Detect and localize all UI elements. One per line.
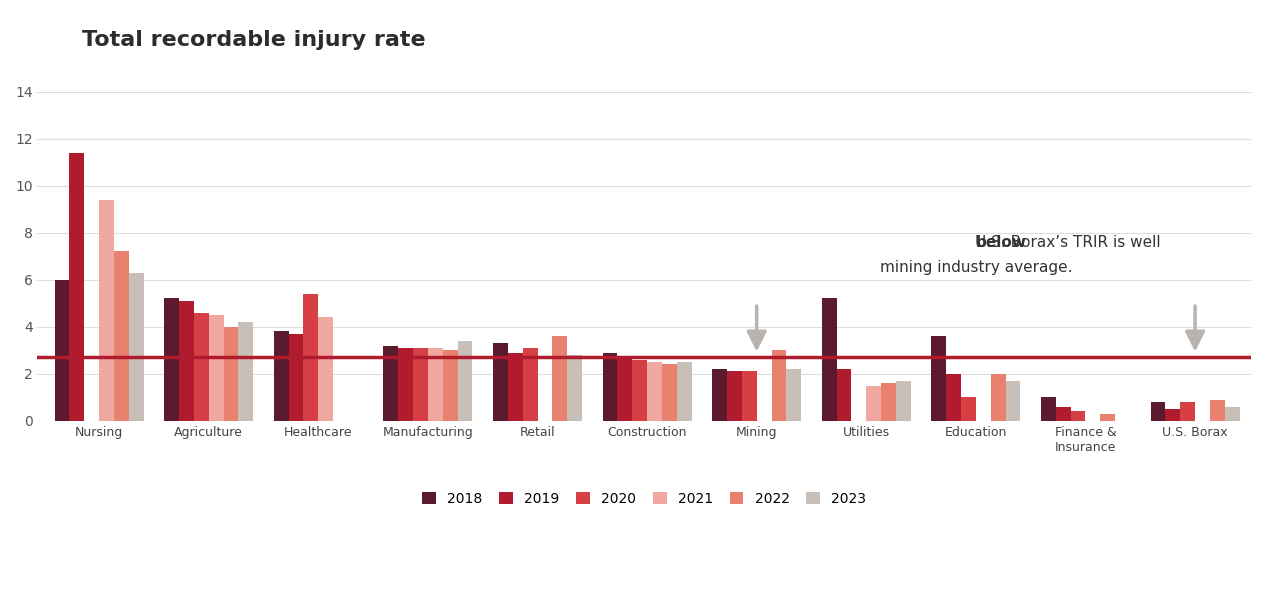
Bar bbox=[114, 252, 129, 421]
Bar bbox=[1210, 400, 1224, 421]
Bar bbox=[443, 350, 457, 421]
Text: mining industry average.: mining industry average. bbox=[880, 260, 1072, 275]
Bar bbox=[1166, 409, 1180, 421]
Bar bbox=[179, 301, 194, 421]
Bar bbox=[129, 273, 143, 421]
Bar bbox=[713, 369, 727, 421]
Text: below: below bbox=[976, 234, 1027, 250]
Bar bbox=[399, 348, 413, 421]
Bar bbox=[946, 374, 961, 421]
Bar bbox=[677, 362, 691, 421]
Bar bbox=[932, 336, 946, 421]
Bar bbox=[457, 341, 472, 421]
Bar bbox=[603, 353, 618, 421]
Bar bbox=[961, 397, 976, 421]
Bar bbox=[70, 153, 85, 421]
Bar bbox=[881, 383, 896, 421]
Bar bbox=[289, 334, 304, 421]
Bar bbox=[99, 200, 114, 421]
Bar bbox=[165, 298, 179, 421]
Bar bbox=[647, 362, 662, 421]
Bar bbox=[866, 385, 881, 421]
Bar bbox=[771, 350, 786, 421]
Bar bbox=[837, 369, 852, 421]
Bar bbox=[318, 317, 333, 421]
Bar bbox=[991, 374, 1005, 421]
Bar bbox=[727, 371, 742, 421]
Bar bbox=[742, 371, 757, 421]
Bar bbox=[1180, 402, 1195, 421]
Text: Total recordable injury rate: Total recordable injury rate bbox=[82, 30, 425, 50]
Bar bbox=[224, 327, 238, 421]
Bar bbox=[1071, 411, 1085, 421]
Bar bbox=[428, 348, 443, 421]
Bar bbox=[508, 353, 523, 421]
Bar bbox=[618, 358, 632, 421]
Bar bbox=[384, 346, 399, 421]
Bar bbox=[194, 313, 209, 421]
Bar bbox=[1224, 407, 1239, 421]
Bar bbox=[304, 294, 318, 421]
Bar bbox=[662, 364, 677, 421]
Bar bbox=[567, 355, 582, 421]
Bar bbox=[54, 279, 70, 421]
Bar bbox=[896, 381, 910, 421]
Bar bbox=[523, 348, 538, 421]
Bar bbox=[492, 343, 508, 421]
Bar bbox=[786, 369, 801, 421]
Bar bbox=[1151, 402, 1166, 421]
Bar bbox=[273, 332, 289, 421]
Bar bbox=[1056, 407, 1071, 421]
Bar bbox=[1100, 414, 1115, 421]
Bar bbox=[822, 298, 837, 421]
Bar bbox=[1005, 381, 1020, 421]
Bar bbox=[413, 348, 428, 421]
Legend: 2018, 2019, 2020, 2021, 2022, 2023: 2018, 2019, 2020, 2021, 2022, 2023 bbox=[423, 492, 866, 506]
Bar bbox=[238, 322, 253, 421]
Bar bbox=[1041, 397, 1056, 421]
Text: U.S. Borax’s TRIR is well: U.S. Borax’s TRIR is well bbox=[975, 234, 1165, 250]
Bar bbox=[632, 360, 647, 421]
Bar bbox=[209, 315, 224, 421]
Bar bbox=[552, 336, 567, 421]
